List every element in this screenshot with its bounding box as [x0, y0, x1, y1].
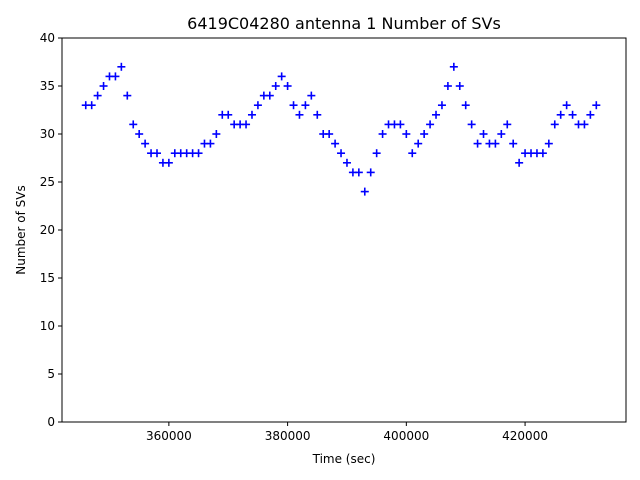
y-tick-label: 20 [40, 223, 55, 237]
x-tick-label: 360000 [146, 429, 192, 443]
data-point [556, 110, 565, 119]
data-point [497, 130, 506, 138]
data-point [562, 101, 571, 110]
y-tick-label: 5 [47, 367, 55, 381]
data-point [455, 82, 464, 90]
data-point [479, 130, 488, 138]
data-point [461, 101, 470, 110]
data-point [123, 91, 132, 100]
data-point [283, 82, 292, 90]
data-point [402, 130, 411, 138]
data-point [141, 139, 150, 148]
data-point [152, 149, 161, 158]
data-point [426, 120, 435, 129]
data-point [354, 168, 363, 177]
x-tick-label: 380000 [265, 429, 311, 443]
data-point [253, 101, 262, 110]
data-point [509, 139, 518, 148]
x-tick-label: 400000 [383, 429, 429, 443]
y-tick-label: 40 [40, 31, 55, 45]
data-point [93, 91, 102, 100]
data-point [592, 101, 601, 110]
data-point [117, 62, 126, 71]
data-point [271, 82, 280, 90]
x-axis: 360000 380000 400000 420000 [146, 422, 548, 443]
data-point [87, 101, 96, 110]
data-point [491, 139, 500, 148]
data-point [242, 120, 251, 129]
data-point [224, 110, 233, 119]
y-axis-label: Number of SVs [14, 185, 28, 274]
data-point [129, 120, 138, 129]
data-point [550, 120, 559, 129]
data-point [420, 130, 429, 138]
data-point [111, 72, 120, 81]
data-point [437, 101, 446, 110]
data-point [580, 120, 589, 129]
data-point [538, 149, 547, 158]
y-tick-label: 15 [40, 271, 55, 285]
data-point [307, 91, 316, 100]
data-point [265, 91, 274, 100]
data-point [378, 130, 387, 138]
data-point [360, 187, 369, 196]
data-point [164, 158, 173, 167]
data-point [396, 120, 405, 129]
data-point [443, 82, 452, 90]
y-tick-label: 0 [47, 415, 55, 429]
data-point [289, 101, 298, 110]
data-point [206, 139, 215, 148]
data-point [325, 130, 334, 138]
data-point [331, 139, 340, 148]
data-point [366, 168, 375, 177]
data-point [135, 130, 144, 138]
data-point [212, 130, 221, 138]
data-point [247, 110, 256, 119]
data-point [432, 110, 441, 119]
x-axis-label: Time (sec) [312, 452, 376, 466]
data-point [194, 149, 203, 158]
x-tick-label: 420000 [502, 429, 548, 443]
data-point [568, 110, 577, 119]
chart-title: 6419C04280 antenna 1 Number of SVs [187, 14, 501, 33]
data-point [99, 82, 108, 90]
data-point [544, 139, 553, 148]
y-tick-label: 35 [40, 79, 55, 93]
data-point [313, 110, 322, 119]
data-point [372, 149, 381, 158]
data-point [342, 158, 351, 167]
data-point [277, 72, 286, 81]
data-points [81, 62, 601, 196]
data-point [467, 120, 476, 129]
y-tick-label: 30 [40, 127, 55, 141]
data-point [586, 110, 595, 119]
data-point [337, 149, 346, 158]
y-axis: 0 5 10 15 20 25 30 35 40 [40, 31, 62, 429]
data-point [408, 149, 417, 158]
data-point [449, 62, 458, 71]
data-point [503, 120, 512, 129]
data-point [473, 139, 482, 148]
data-point [414, 139, 423, 148]
data-point [301, 101, 310, 110]
y-tick-label: 10 [40, 319, 55, 333]
y-tick-label: 25 [40, 175, 55, 189]
data-point [295, 110, 304, 119]
data-point [515, 158, 524, 167]
